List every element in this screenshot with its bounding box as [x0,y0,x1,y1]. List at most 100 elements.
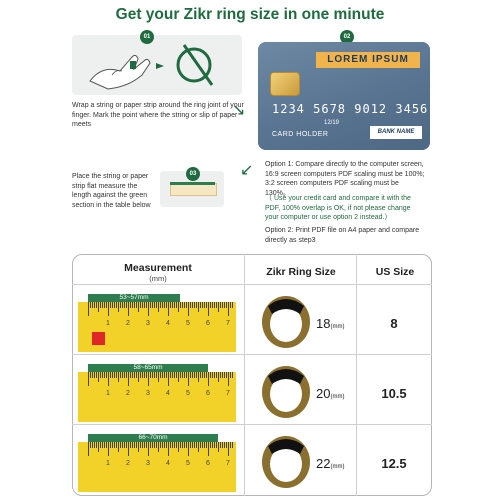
step1-text: Wrap a string or paper strip around the … [72,102,244,128]
ruler-tick [96,302,97,308]
ruler-tick [92,372,93,378]
ring-size-value: 20 [316,386,331,401]
ruler-tick [128,442,129,456]
ruler-tick [106,302,107,308]
ruler-tick [154,372,155,378]
ruler-tick [192,372,193,378]
ruler-tick [106,442,107,448]
ruler-tick [180,442,181,448]
ruler-tick [206,372,207,378]
ruler-tick [150,372,151,378]
ruler-tick [168,372,169,386]
ruler-2: 1 2 3 4 5 6 7 [78,372,236,422]
ruler-tick [112,302,113,308]
ruler-tick [178,372,179,382]
ruler-label: 2 [126,460,130,467]
ruler-tick [118,442,119,452]
us-size-2: 10.5 [381,386,407,401]
ring-icon-1 [262,296,310,348]
ruler-tick [220,302,221,308]
ruler-tick [194,442,195,448]
us-size-1: 8 [390,316,398,331]
ruler-tick [158,302,159,312]
ruler-tick [124,302,125,308]
ruler-tick [196,442,197,448]
credit-card-illustration: LOREM IPSUM 1234 5678 9012 3456 12/19 CA… [258,42,430,150]
ruler-tick [134,442,135,448]
ruler-tick [142,302,143,308]
option-note: （ Use your credit card and compare it wi… [265,195,411,221]
ruler-tick [216,442,217,448]
ruler-tick [180,302,181,308]
ruler-tick [88,372,89,386]
ring-size-unit: (mm) [330,324,345,330]
ruler-label: 7 [226,460,230,467]
header-measurement-unit: (mm) [149,274,167,283]
ruler-tick [156,442,157,448]
ruler-tick [190,372,191,378]
ruler-tick [200,442,201,448]
ruler-tick [128,372,129,386]
ruler-label: 6 [206,460,210,467]
page-title: Get your Zikr ring size in one minute [115,6,385,23]
ruler-tick [144,302,145,308]
ruler-tick [122,302,123,308]
ruler-label: 3 [146,320,150,327]
ruler-label: 3 [146,460,150,467]
ruler-tick [96,372,97,378]
ruler-tick [148,442,149,456]
ruler-tick [172,372,173,378]
step-badge-1: 01 [140,30,154,44]
ruler-tick [114,302,115,308]
ruler-label: 5 [186,460,190,467]
header-ring-size: Zikr Ring Size [266,266,336,278]
ruler-tick [130,302,131,308]
ruler-tick [156,302,157,308]
ruler-tick [214,372,215,378]
ruler-tick [92,302,93,308]
ruler-tick [94,302,95,308]
ruler-tick [130,372,131,378]
ruler-tick [196,302,197,308]
ruler-tick [150,442,151,448]
ruler-tick [204,442,205,448]
ruler-tick [214,302,215,308]
ruler-tick [184,372,185,378]
ruler-tick [112,372,113,378]
ruler-tick [206,442,207,448]
ring-size-1: 18(mm) [316,316,344,331]
ruler-tick [224,302,225,308]
ruler-tick [144,372,145,378]
ruler-tick [224,442,225,448]
ruler-tick [200,372,201,378]
ruler-tick [188,372,189,386]
ruler-tick [182,302,183,308]
ruler-tick [122,372,123,378]
ruler-tick [232,372,233,378]
ruler-tick [140,442,141,448]
ruler-tick [156,372,157,378]
ruler-tick [136,302,137,308]
ruler-tick [100,372,101,378]
ruler-tick [124,372,125,378]
ruler-tick [126,372,127,378]
ruler-tick [102,372,103,378]
ruler-tick [216,372,217,378]
ruler-tick [224,372,225,378]
ruler-tick [228,372,229,386]
ruler-tick [174,372,175,378]
ruler-tick [98,442,99,452]
ruler-tick [216,302,217,308]
ruler-tick [140,302,141,308]
ruler-tick [162,442,163,448]
ruler-tick [230,442,231,448]
ruler-tick [218,302,219,312]
finger-strip [130,61,136,69]
ruler-tick [202,442,203,448]
ruler-tick [114,372,115,378]
ruler-label: 7 [226,390,230,397]
ruler-tick [160,442,161,448]
ruler-tick [166,442,167,448]
ruler-label: 1 [106,320,110,327]
ruler-tick [198,302,199,312]
